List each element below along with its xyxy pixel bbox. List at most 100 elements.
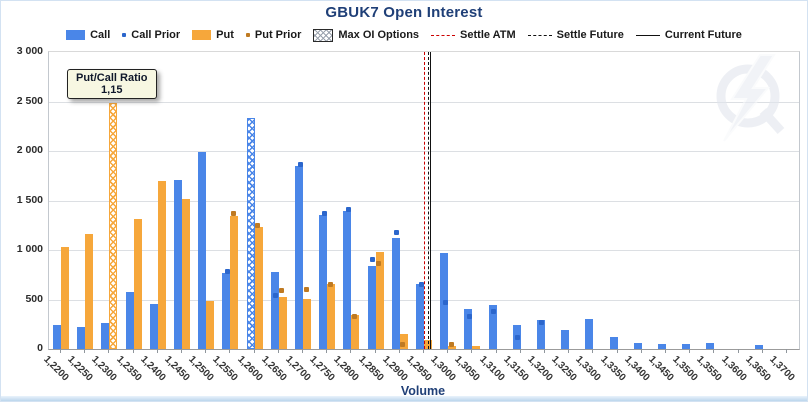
- put-bar[interactable]: [182, 198, 191, 349]
- put-bar[interactable]: [254, 227, 263, 349]
- legend: Call Call Prior Put Put Prior Max OI Options…: [1, 27, 807, 43]
- x-axis-tick: [737, 349, 739, 353]
- put-bar[interactable]: [206, 301, 215, 349]
- call-bar[interactable]: [754, 345, 763, 349]
- call-bar[interactable]: [319, 215, 328, 349]
- put-bar[interactable]: [85, 234, 94, 349]
- call-bar[interactable]: [682, 343, 691, 349]
- legend-item-put-prior[interactable]: Put Prior: [245, 29, 302, 41]
- x-axis-tick: [253, 349, 255, 353]
- call-prior-dot: [297, 161, 303, 167]
- call-bar[interactable]: [416, 284, 424, 349]
- x-axis-tick: [664, 349, 666, 353]
- x-axis-tick: [229, 349, 231, 353]
- x-tick-label: 1,3500: [670, 354, 700, 384]
- put-bar[interactable]: [424, 339, 432, 349]
- call-bar[interactable]: [633, 343, 642, 349]
- put-bar[interactable]: [351, 315, 360, 349]
- x-axis-tick: [640, 349, 642, 353]
- plot-area: [48, 51, 800, 350]
- legend-item-put[interactable]: Put: [192, 29, 234, 41]
- call-bar[interactable]: [561, 329, 570, 349]
- put-bar[interactable]: [61, 247, 70, 349]
- call-bar[interactable]: [657, 343, 666, 349]
- x-axis-tick: [616, 349, 618, 353]
- put-bar[interactable]: [472, 346, 481, 349]
- call-bar[interactable]: [391, 238, 400, 349]
- call-bar[interactable]: [270, 272, 279, 349]
- x-tick-label: 1,3100: [476, 354, 507, 384]
- x-tick-label: 1,2450: [162, 354, 192, 384]
- x-tick-label: 1,2300: [89, 354, 120, 384]
- x-axis-tick: [713, 349, 715, 353]
- x-tick-label: 1,2550: [210, 354, 241, 384]
- call-bar[interactable]: [488, 305, 497, 349]
- put-bar[interactable]: [230, 216, 239, 349]
- call-bar[interactable]: [125, 291, 134, 349]
- x-tick-label: 1,3150: [500, 354, 531, 384]
- call-bar[interactable]: [222, 272, 231, 349]
- max-oi-put-bar[interactable]: [109, 103, 118, 349]
- legend-item-call-prior[interactable]: Call Prior: [122, 29, 180, 41]
- x-axis-tick: [519, 349, 521, 353]
- call-bar[interactable]: [295, 165, 304, 349]
- x-tick-label: 1,3350: [597, 354, 628, 384]
- x-tick-label: 1,3450: [646, 354, 676, 384]
- legend-item-label: Max OI Options: [338, 29, 420, 41]
- x-axis-title: Volume: [400, 384, 446, 398]
- call-bar[interactable]: [464, 309, 473, 349]
- x-axis-tick: [132, 349, 134, 353]
- tooltip-value: 1,15: [101, 84, 123, 96]
- legend-item-max-oi-options[interactable]: Max OI Options: [313, 28, 420, 42]
- put-prior-dot: [255, 223, 261, 229]
- x-tick-label: 1,3650: [742, 354, 773, 384]
- put-bar[interactable]: [303, 298, 312, 349]
- y-tick-label: 1 000: [16, 243, 43, 255]
- put-bar[interactable]: [157, 180, 166, 349]
- call-bar[interactable]: [53, 324, 62, 349]
- x-tick-label: 1,2850: [355, 354, 386, 384]
- x-tick-label: 1,3000: [428, 354, 458, 384]
- put-prior-dot: [351, 313, 357, 319]
- put-bar[interactable]: [133, 219, 142, 349]
- call-prior-dot: [273, 293, 279, 299]
- put-bar[interactable]: [327, 283, 336, 349]
- call-bar[interactable]: [706, 343, 715, 349]
- legend-item-label: Put Prior: [254, 29, 302, 41]
- legend-item-current-future[interactable]: Current Future: [635, 29, 742, 41]
- max-oi-call-bar[interactable]: [246, 118, 255, 349]
- x-tick-label: 1,2250: [65, 354, 95, 384]
- legend-item-settle-atm[interactable]: Settle ATM: [431, 29, 516, 41]
- call-bar[interactable]: [77, 327, 86, 349]
- x-tick-label: 1,2600: [234, 354, 265, 384]
- call-bar[interactable]: [149, 303, 158, 349]
- x-tick-label: 1,3550: [694, 354, 724, 384]
- put-bar[interactable]: [375, 251, 384, 349]
- legend-item-settle-future[interactable]: Settle Future: [527, 29, 624, 41]
- x-axis-tick: [761, 349, 763, 353]
- legend-item-call[interactable]: Call: [66, 29, 110, 41]
- call-bar[interactable]: [101, 322, 110, 349]
- call-bar[interactable]: [609, 337, 618, 349]
- put-prior-dot: [327, 282, 333, 288]
- call-bar[interactable]: [367, 266, 376, 349]
- put-prior-dot: [230, 211, 236, 217]
- put-bar[interactable]: [278, 296, 287, 349]
- put-bar[interactable]: [448, 345, 457, 349]
- x-axis-tick: [398, 349, 400, 353]
- call-prior-dot: [418, 281, 424, 287]
- call-prior-dot: [491, 308, 497, 314]
- call-bar[interactable]: [536, 320, 545, 349]
- legend-item-label: Settle Future: [556, 29, 624, 41]
- call-bar[interactable]: [174, 179, 183, 349]
- current-future-line: [430, 52, 432, 349]
- y-tick-label: 3 000: [16, 45, 43, 57]
- call-bar[interactable]: [198, 152, 207, 349]
- settle-atm-marker-icon: [431, 34, 456, 36]
- call-bar[interactable]: [343, 211, 352, 349]
- call-bar[interactable]: [585, 319, 594, 349]
- call-prior-dot: [466, 314, 472, 320]
- put-bar[interactable]: [399, 333, 408, 349]
- current-future-marker-icon: [635, 34, 660, 36]
